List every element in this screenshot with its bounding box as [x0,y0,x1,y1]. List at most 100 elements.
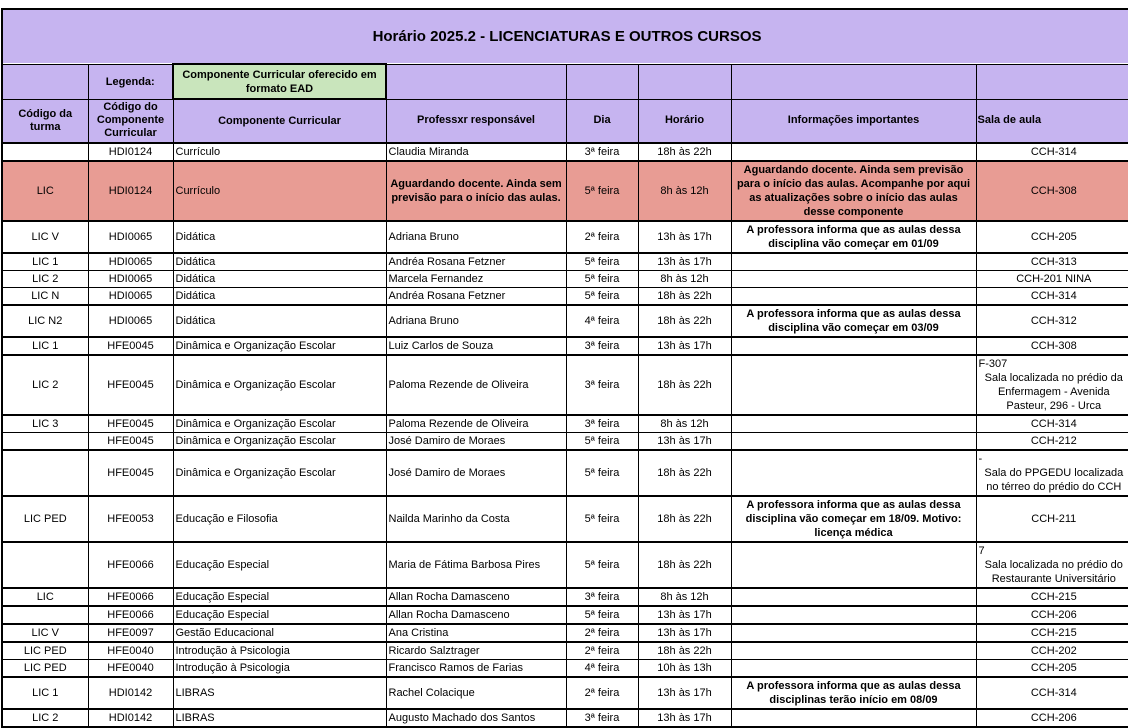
cell-professor: José Damiro de Moraes [386,433,566,451]
title-row: Horário 2025.2 - LICENCIATURAS E OUTROS … [2,9,1128,64]
table-row: LIC PED HFE0040 Introdução à Psicologia … [2,660,1128,678]
cell-informacoes: A professora informa que as aulas dessa … [731,496,976,542]
cell-dia: 5ª feira [566,496,638,542]
cell-codigo-turma: LIC PED [2,496,88,542]
cell-informacoes [731,337,976,355]
sala-overflow-text: 7 [979,544,1128,558]
cell-codigo-turma: LIC 1 [2,337,88,355]
cell-dia: 3ª feira [566,415,638,433]
cell-dia: 5ª feira [566,161,638,221]
cell-sala: CCH-313 [976,253,1128,271]
sala-overflow-text: - [979,452,1128,466]
column-header-turma: Código da turma [2,99,88,143]
cell-componente-curricular: Introdução à Psicologia [173,660,386,678]
cell-codigo-componente: HFE0053 [88,496,173,542]
cell-componente-curricular: Currículo [173,143,386,161]
cell-informacoes: A professora informa que as aulas dessa … [731,305,976,337]
cell-codigo-turma [2,450,88,496]
cell-codigo-componente: HDI0065 [88,253,173,271]
cell-componente-curricular: Didática [173,271,386,288]
cell-componente-curricular: Educação Especial [173,588,386,606]
cell-codigo-componente: HFE0045 [88,415,173,433]
cell-professor: José Damiro de Moraes [386,450,566,496]
table-row: LIC 2 HDI0065 Didática Marcela Fernandez… [2,271,1128,288]
cell-sala: -Sala do PPGEDU localizada no térreo do … [976,450,1128,496]
cell-horario: 18h às 22h [638,496,731,542]
cell-informacoes [731,415,976,433]
cell-professor: Luiz Carlos de Souza [386,337,566,355]
cell-professor: Claudia Miranda [386,143,566,161]
cell-dia: 3ª feira [566,355,638,415]
legend-label: Legenda: [88,64,173,99]
cell-horario: 8h às 12h [638,415,731,433]
cell-professor: Allan Rocha Damasceno [386,606,566,624]
table-row: LIC HDI0124 Currículo Aguardando docente… [2,161,1128,221]
cell-dia: 4ª feira [566,660,638,678]
cell-professor: Aguardando docente. Ainda sem previsão p… [386,161,566,221]
cell-codigo-turma [2,433,88,451]
cell-codigo-turma: LIC N [2,288,88,306]
cell-informacoes [731,624,976,642]
column-header-sala: Sala de aula [976,99,1128,143]
legend-spacer-cell [731,64,976,99]
cell-horario: 13h às 17h [638,606,731,624]
sala-description: Sala do PPGEDU localizada no térreo do p… [979,466,1128,494]
cell-informacoes [731,709,976,727]
cell-informacoes [731,288,976,306]
cell-codigo-componente: HFE0066 [88,588,173,606]
cell-horario: 18h às 22h [638,450,731,496]
cell-sala: CCH-201 NINA [976,271,1128,288]
cell-professor: Ana Cristina [386,624,566,642]
table-row: HDI0124 Currículo Claudia Miranda 3ª fei… [2,143,1128,161]
cell-professor: Andréa Rosana Fetzner [386,288,566,306]
cell-codigo-turma [2,606,88,624]
cell-horario: 8h às 12h [638,588,731,606]
cell-codigo-componente: HFE0045 [88,433,173,451]
cell-dia: 5ª feira [566,450,638,496]
cell-codigo-componente: HDI0065 [88,271,173,288]
cell-componente-curricular: Currículo [173,161,386,221]
cell-componente-curricular: Didática [173,253,386,271]
cell-sala: CCH-215 [976,624,1128,642]
cell-horario: 18h às 22h [638,642,731,660]
page-title: Horário 2025.2 - LICENCIATURAS E OUTROS … [2,9,1128,64]
cell-horario: 18h às 22h [638,305,731,337]
legend-row: Legenda: Componente Curricular oferecido… [2,64,1128,99]
cell-codigo-componente: HDI0065 [88,305,173,337]
cell-componente-curricular: LIBRAS [173,677,386,709]
cell-codigo-turma: LIC PED [2,642,88,660]
legend-spacer-cell [386,64,566,99]
cell-codigo-componente: HDI0124 [88,143,173,161]
table-row: HFE0045 Dinâmica e Organização Escolar J… [2,433,1128,451]
cell-informacoes [731,642,976,660]
cell-codigo-turma: LIC 1 [2,677,88,709]
legend-spacer-cell [566,64,638,99]
cell-componente-curricular: Gestão Educacional [173,624,386,642]
cell-componente-curricular: Didática [173,305,386,337]
table-row: LIC 2 HDI0142 LIBRAS Augusto Machado dos… [2,709,1128,727]
cell-componente-curricular: Introdução à Psicologia [173,642,386,660]
table-row: LIC V HDI0065 Didática Adriana Bruno 2ª … [2,221,1128,253]
cell-professor: Ricardo Salztrager [386,642,566,660]
table-row: HFE0066 Educação Especial Allan Rocha Da… [2,606,1128,624]
cell-informacoes: Aguardando docente. Ainda sem previsão p… [731,161,976,221]
cell-sala: CCH-202 [976,642,1128,660]
cell-horario: 8h às 12h [638,271,731,288]
column-header-row: Código da turma Código do Componente Cur… [2,99,1128,143]
cell-sala: CCH-215 [976,588,1128,606]
cell-horario: 13h às 17h [638,433,731,451]
cell-professor: Paloma Rezende de Oliveira [386,415,566,433]
cell-informacoes [731,588,976,606]
sala-description: Sala localizada no prédio do Restaurante… [979,558,1128,586]
cell-horario: 13h às 17h [638,709,731,727]
table-row: LIC N2 HDI0065 Didática Adriana Bruno 4ª… [2,305,1128,337]
cell-codigo-componente: HFE0040 [88,660,173,678]
cell-dia: 2ª feira [566,221,638,253]
cell-componente-curricular: Dinâmica e Organização Escolar [173,450,386,496]
cell-dia: 5ª feira [566,542,638,588]
table-row: LIC 3 HFE0045 Dinâmica e Organização Esc… [2,415,1128,433]
cell-professor: Paloma Rezende de Oliveira [386,355,566,415]
cell-dia: 2ª feira [566,624,638,642]
table-row: LIC PED HFE0040 Introdução à Psicologia … [2,642,1128,660]
cell-professor: Andréa Rosana Fetzner [386,253,566,271]
